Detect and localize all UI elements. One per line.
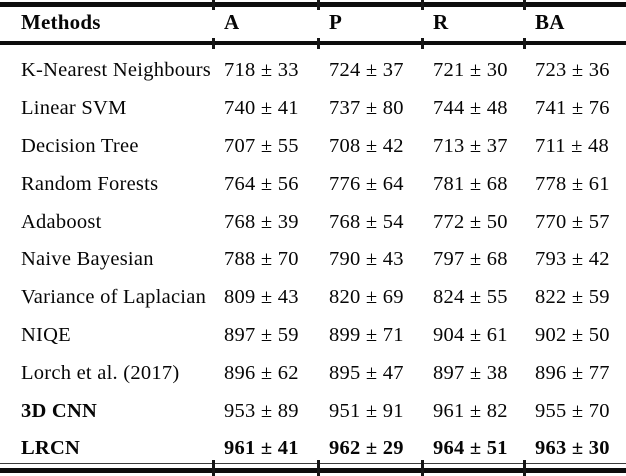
value-cell: 824 ± 55 bbox=[433, 286, 508, 309]
value-cell: 904 ± 61 bbox=[433, 323, 508, 346]
value-cell: 899 ± 71 bbox=[329, 323, 404, 346]
table-row: Random Forests 764 ± 56 776 ± 64 781 ± 6… bbox=[0, 165, 626, 203]
value-cell: 897 ± 38 bbox=[433, 361, 508, 384]
method-cell: Adaboost bbox=[21, 210, 102, 233]
value-cell: 788 ± 70 bbox=[224, 248, 299, 271]
column-separator-tick bbox=[523, 37, 526, 49]
column-separator-tick bbox=[317, 0, 320, 10]
table-row: Decision Tree 707 ± 55 708 ± 42 713 ± 37… bbox=[0, 128, 626, 166]
column-separator-tick bbox=[421, 459, 424, 476]
column-separator-tick bbox=[317, 459, 320, 476]
value-cell: 718 ± 33 bbox=[224, 59, 299, 82]
value-cell: 961 ± 41 bbox=[224, 437, 299, 460]
value-cell: 764 ± 56 bbox=[224, 172, 299, 195]
table-rule-bottom-thin bbox=[0, 462, 626, 464]
method-cell: LRCN bbox=[21, 437, 81, 460]
method-cell: Variance of Laplacian bbox=[21, 286, 207, 309]
column-header-a: A bbox=[224, 9, 240, 34]
value-cell: 895 ± 47 bbox=[329, 361, 404, 384]
value-cell: 768 ± 39 bbox=[224, 210, 299, 233]
method-cell: Lorch et al. (2017) bbox=[21, 361, 180, 384]
column-separator-tick bbox=[212, 37, 215, 49]
value-cell: 820 ± 69 bbox=[329, 286, 404, 309]
value-cell: 713 ± 37 bbox=[433, 134, 508, 157]
value-cell: 962 ± 29 bbox=[329, 437, 404, 460]
method-cell: Linear SVM bbox=[21, 97, 127, 120]
value-cell: 744 ± 48 bbox=[433, 97, 508, 120]
value-cell: 768 ± 54 bbox=[329, 210, 404, 233]
value-cell: 822 ± 59 bbox=[535, 286, 610, 309]
value-cell: 708 ± 42 bbox=[329, 134, 404, 157]
value-cell: 772 ± 50 bbox=[433, 210, 508, 233]
value-cell: 740 ± 41 bbox=[224, 97, 299, 120]
table-row: Lorch et al. (2017) 896 ± 62 895 ± 47 89… bbox=[0, 354, 626, 392]
method-cell: K-Nearest Neighbours bbox=[21, 59, 212, 82]
column-separator-tick bbox=[523, 0, 526, 10]
table-row: LRCN 961 ± 41 962 ± 29 964 ± 51 963 ± 30 bbox=[0, 430, 626, 468]
table-rule-top bbox=[0, 2, 626, 7]
table-row: Naive Bayesian 788 ± 70 790 ± 43 797 ± 6… bbox=[0, 241, 626, 279]
value-cell: 809 ± 43 bbox=[224, 286, 299, 309]
value-cell: 721 ± 30 bbox=[433, 59, 508, 82]
column-separator-tick bbox=[421, 0, 424, 10]
column-header-r: R bbox=[433, 9, 449, 34]
value-cell: 964 ± 51 bbox=[433, 437, 508, 460]
table-row: 3D CNN 953 ± 89 951 ± 91 961 ± 82 955 ± … bbox=[0, 392, 626, 430]
table-header-row: Methods A P R BA bbox=[0, 5, 626, 39]
value-cell: 781 ± 68 bbox=[433, 172, 508, 195]
table-row: Linear SVM 740 ± 41 737 ± 80 744 ± 48 74… bbox=[0, 90, 626, 128]
value-cell: 961 ± 82 bbox=[433, 399, 508, 422]
value-cell: 896 ± 77 bbox=[535, 361, 610, 384]
value-cell: 711 ± 48 bbox=[535, 134, 609, 157]
value-cell: 797 ± 68 bbox=[433, 248, 508, 271]
value-cell: 953 ± 89 bbox=[224, 399, 299, 422]
table-row: Variance of Laplacian 809 ± 43 820 ± 69 … bbox=[0, 279, 626, 317]
column-header-p: P bbox=[329, 9, 343, 34]
table-row: NIQE 897 ± 59 899 ± 71 904 ± 61 902 ± 50 bbox=[0, 317, 626, 355]
value-cell: 951 ± 91 bbox=[329, 399, 404, 422]
table-body: K-Nearest Neighbours 718 ± 33 724 ± 37 7… bbox=[0, 52, 626, 468]
column-header-methods: Methods bbox=[21, 9, 101, 34]
table-rule-header bbox=[0, 40, 626, 45]
table-row: Adaboost 768 ± 39 768 ± 54 772 ± 50 770 … bbox=[0, 203, 626, 241]
value-cell: 724 ± 37 bbox=[329, 59, 404, 82]
value-cell: 902 ± 50 bbox=[535, 323, 610, 346]
method-cell: 3D CNN bbox=[21, 399, 98, 422]
value-cell: 778 ± 61 bbox=[535, 172, 610, 195]
column-separator-tick bbox=[421, 37, 424, 49]
value-cell: 723 ± 36 bbox=[535, 59, 610, 82]
value-cell: 770 ± 57 bbox=[535, 210, 610, 233]
value-cell: 897 ± 59 bbox=[224, 323, 299, 346]
method-cell: Random Forests bbox=[21, 172, 159, 195]
table-rule-bottom-thick bbox=[0, 467, 626, 473]
value-cell: 955 ± 70 bbox=[535, 399, 610, 422]
value-cell: 790 ± 43 bbox=[329, 248, 404, 271]
method-cell: Naive Bayesian bbox=[21, 248, 154, 271]
table-row: K-Nearest Neighbours 718 ± 33 724 ± 37 7… bbox=[0, 52, 626, 90]
column-separator-tick bbox=[212, 459, 215, 476]
column-separator-tick bbox=[523, 459, 526, 476]
value-cell: 737 ± 80 bbox=[329, 97, 404, 120]
method-cell: NIQE bbox=[21, 323, 71, 346]
value-cell: 896 ± 62 bbox=[224, 361, 299, 384]
method-cell: Decision Tree bbox=[21, 134, 139, 157]
value-cell: 793 ± 42 bbox=[535, 248, 610, 271]
column-separator-tick bbox=[317, 37, 320, 49]
value-cell: 776 ± 64 bbox=[329, 172, 404, 195]
value-cell: 963 ± 30 bbox=[535, 437, 610, 460]
column-separator-tick bbox=[212, 0, 215, 10]
column-header-ba: BA bbox=[535, 9, 565, 34]
value-cell: 707 ± 55 bbox=[224, 134, 299, 157]
value-cell: 741 ± 76 bbox=[535, 97, 610, 120]
